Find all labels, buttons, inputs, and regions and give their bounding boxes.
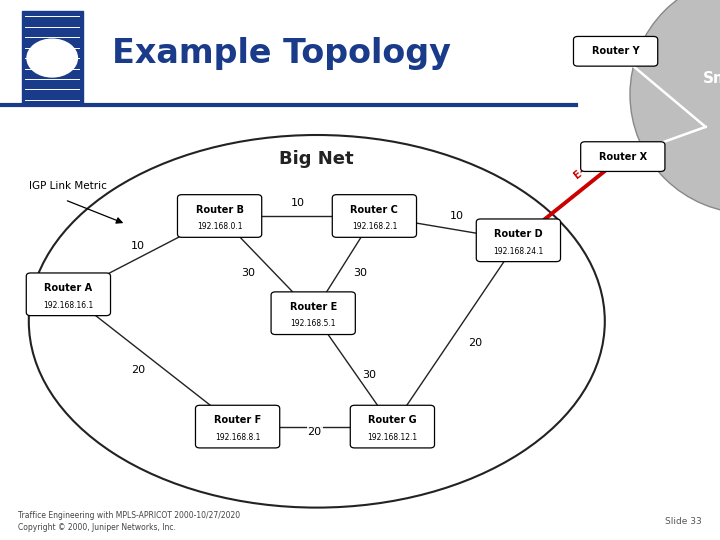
Text: 192.168.2.1: 192.168.2.1 (351, 222, 397, 231)
Text: 30: 30 (362, 370, 377, 380)
FancyBboxPatch shape (477, 219, 560, 261)
FancyBboxPatch shape (333, 195, 416, 238)
Text: Router D: Router D (494, 229, 543, 239)
Text: 192.168.8.1: 192.168.8.1 (215, 433, 261, 442)
Text: 10: 10 (450, 211, 464, 221)
Text: Router Y: Router Y (592, 46, 639, 56)
FancyBboxPatch shape (196, 405, 280, 448)
Text: 30: 30 (353, 268, 367, 278)
Text: 192.168.12.1: 192.168.12.1 (367, 433, 418, 442)
Text: Router B: Router B (196, 205, 243, 214)
Ellipse shape (630, 0, 720, 213)
FancyBboxPatch shape (580, 141, 665, 171)
Text: Router G: Router G (368, 415, 417, 425)
Text: Router C: Router C (351, 205, 398, 214)
Text: Router A: Router A (45, 283, 92, 293)
FancyBboxPatch shape (351, 405, 435, 448)
FancyBboxPatch shape (177, 195, 262, 238)
FancyBboxPatch shape (574, 36, 658, 66)
FancyBboxPatch shape (27, 273, 111, 315)
Text: Router X: Router X (599, 152, 647, 161)
Text: 20: 20 (307, 427, 322, 437)
Text: Traffice Engineering with MPLS-APRICOT 2000-10/27/2020
Copyright © 2000, Juniper: Traffice Engineering with MPLS-APRICOT 2… (18, 511, 240, 531)
Text: 30: 30 (241, 268, 256, 278)
Text: 20: 20 (468, 338, 482, 348)
Text: Router F: Router F (214, 415, 261, 425)
Text: Slide 33: Slide 33 (665, 517, 702, 525)
Text: 192.168.24.1: 192.168.24.1 (493, 247, 544, 255)
Text: IGP Link Metric: IGP Link Metric (29, 181, 107, 191)
Text: Big Net: Big Net (279, 150, 354, 168)
Text: SmallNet: SmallNet (703, 71, 720, 86)
FancyBboxPatch shape (271, 292, 356, 334)
Text: Router E: Router E (289, 302, 337, 312)
Text: 192.168.5.1: 192.168.5.1 (290, 320, 336, 328)
Text: 10: 10 (290, 198, 305, 207)
Text: 192.168.16.1: 192.168.16.1 (43, 301, 94, 309)
Text: Example Topology: Example Topology (112, 37, 451, 71)
Text: 10: 10 (131, 241, 145, 251)
FancyBboxPatch shape (22, 11, 83, 105)
Text: E-BGP: E-BGP (572, 151, 606, 181)
Circle shape (27, 39, 78, 77)
Text: 192.168.0.1: 192.168.0.1 (197, 222, 243, 231)
Text: 20: 20 (131, 365, 145, 375)
